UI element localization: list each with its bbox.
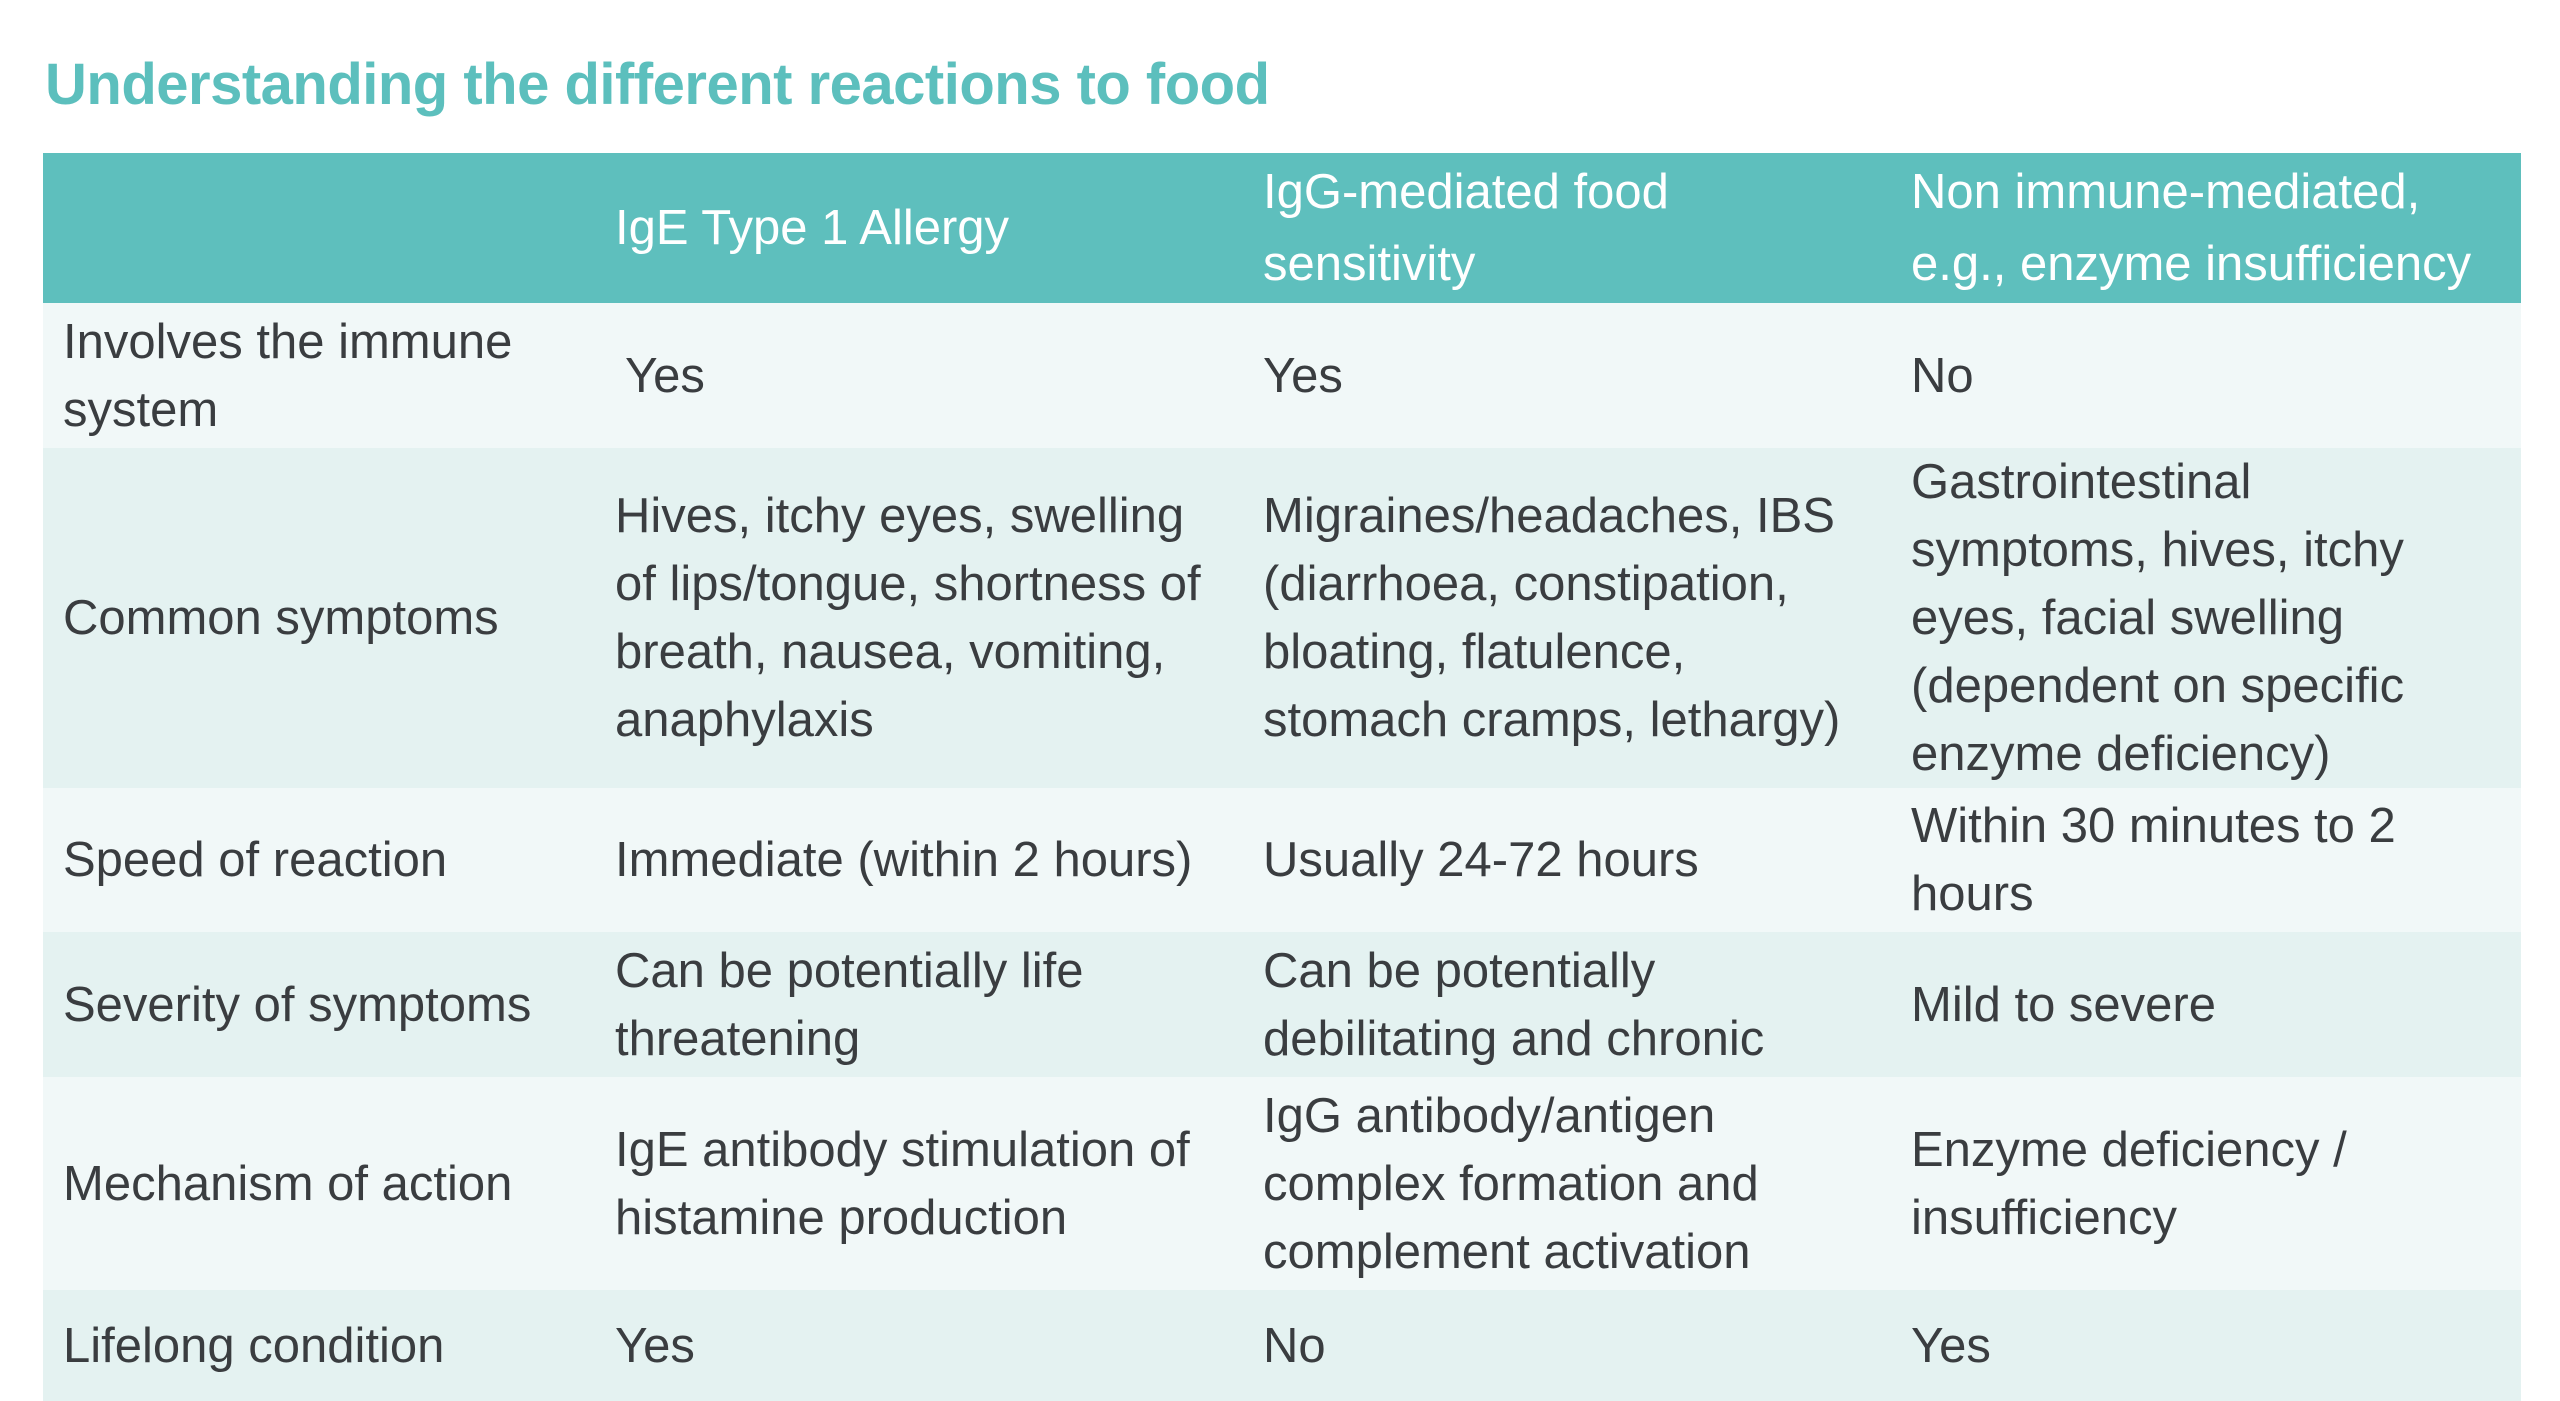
cell-non-immune: Yes <box>1911 1318 1991 1373</box>
cell-igg: Yes <box>1263 348 1343 403</box>
header-row: IgE Type 1 Allergy IgG-mediated food sen… <box>43 153 2521 303</box>
table-row-severity: Severity of symptoms Can be potentially … <box>43 932 2521 1077</box>
row-label: Mechanism of action <box>63 1156 513 1211</box>
cell-ige: Can be potentially life threatening <box>615 943 1084 1066</box>
header-empty-cell <box>43 153 595 303</box>
cell-non-immune: No <box>1911 348 1974 403</box>
table-row-mechanism: Mechanism of action IgE antibody stimula… <box>43 1077 2521 1290</box>
row-label: Involves the immune system <box>63 314 513 437</box>
cell-non-immune: Gastrointestinal symptoms, hives, itchy … <box>1911 455 2405 781</box>
row-label: Lifelong condition <box>63 1318 445 1373</box>
cell-igg: IgG antibody/antigen complex formation a… <box>1263 1088 1759 1279</box>
cell-igg: No <box>1263 1318 1326 1373</box>
cell-igg: Migraines/headaches, IBS (diarrhoea, con… <box>1263 489 1841 747</box>
header-igg-sensitivity: IgG-mediated food sensitivity <box>1263 165 1669 291</box>
cell-igg: Usually 24-72 hours <box>1263 833 1699 887</box>
cell-ige: Yes <box>615 1318 695 1373</box>
page-title: Understanding the different reactions to… <box>45 51 1270 117</box>
cell-ige: Hives, itchy eyes, swelling of lips/tong… <box>615 489 1201 747</box>
table-row-speed-of-reaction: Speed of reaction Immediate (within 2 ho… <box>43 788 2521 932</box>
table-row-lifelong: Lifelong condition Yes No Yes <box>43 1290 2521 1401</box>
row-label: Common symptoms <box>63 591 499 645</box>
table-row-common-symptoms: Common symptoms Hives, itchy eyes, swell… <box>43 448 2521 788</box>
cell-igg: Can be potentially debilitating and chro… <box>1263 943 1765 1066</box>
header-ige-allergy: IgE Type 1 Allergy <box>615 201 1010 255</box>
table-header: IgE Type 1 Allergy IgG-mediated food sen… <box>43 153 2521 303</box>
table-row-immune-system: Involves the immune system Yes Yes No <box>43 303 2521 448</box>
cell-ige: IgE antibody stimulation of histamine pr… <box>615 1122 1190 1245</box>
row-label: Severity of symptoms <box>63 977 532 1032</box>
row-label: Speed of reaction <box>63 833 448 887</box>
cell-non-immune: Mild to severe <box>1911 977 2217 1032</box>
table-body: Involves the immune system Yes Yes No Co… <box>43 303 2521 1401</box>
food-reactions-table: IgE Type 1 Allergy IgG-mediated food sen… <box>43 153 2521 1401</box>
cell-non-immune: Enzyme deficiency / insufficiency <box>1911 1122 2347 1245</box>
cell-non-immune: Within 30 minutes to 2 hours <box>1911 799 2396 921</box>
header-non-immune: Non immune-mediated, e.g., enzyme insuff… <box>1911 165 2472 291</box>
cell-ige: Immediate (within 2 hours) <box>615 833 1193 887</box>
cell-ige: Yes <box>625 348 705 403</box>
